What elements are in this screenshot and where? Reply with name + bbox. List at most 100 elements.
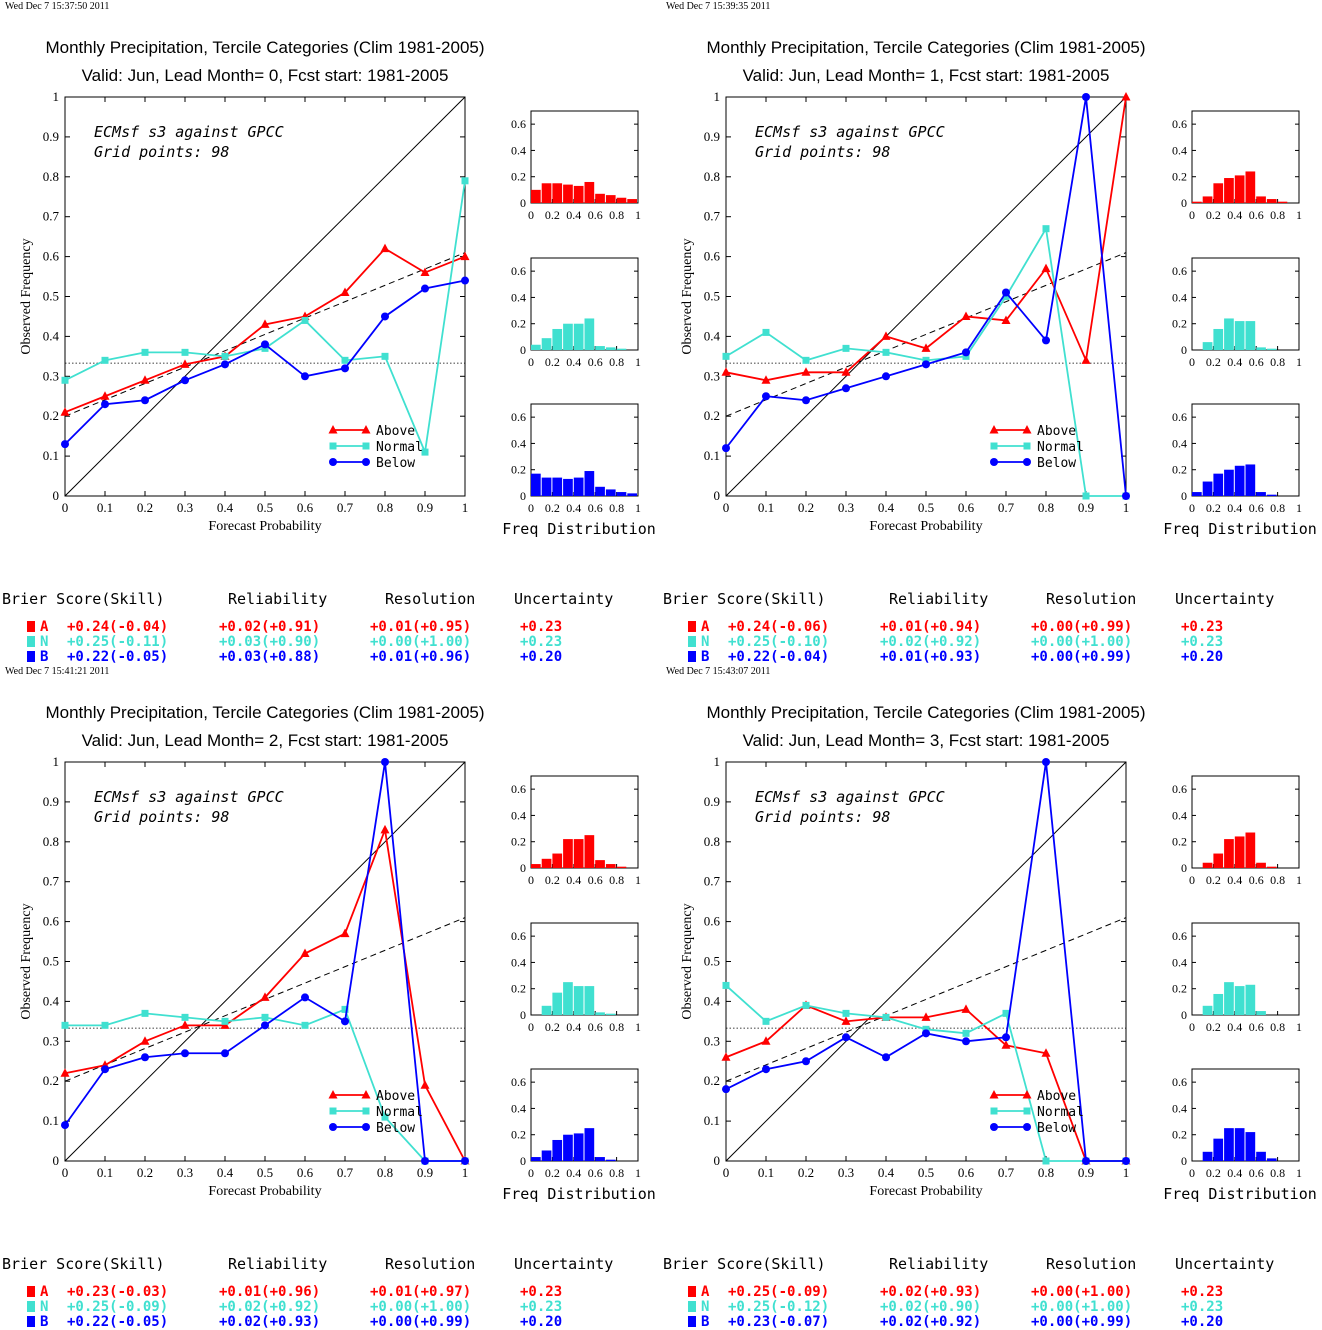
resolution-score: +0.00(+1.00)	[370, 634, 471, 650]
hist-x-tick-label: 0.8	[1270, 873, 1285, 887]
histogram-bar	[605, 864, 616, 868]
data-point-above	[460, 251, 470, 261]
legend-marker	[989, 1090, 999, 1099]
brier-score: +0.23(-0.03)	[67, 1284, 168, 1300]
y-tick-label: 0.3	[43, 368, 59, 383]
hist-x-tick-label: 0.8	[609, 501, 624, 515]
data-point-below	[1042, 758, 1050, 766]
data-point-above	[841, 1016, 851, 1025]
score-header: Reliability	[228, 590, 327, 608]
histogram-bar	[1224, 839, 1234, 868]
reliability-score: +0.01(+0.93)	[880, 649, 981, 665]
data-point-below	[221, 360, 229, 369]
hist-x-tick-label: 0.2	[545, 501, 560, 515]
reliability-score: +0.02(+0.91)	[219, 619, 320, 635]
histogram-bar	[1224, 178, 1234, 203]
data-point-above	[1041, 1048, 1051, 1057]
hist-y-tick-label: 0	[1181, 489, 1187, 503]
legend-label: Below	[1037, 456, 1076, 471]
histogram-bar	[552, 183, 563, 203]
hist-x-tick-label: 0.4	[1227, 501, 1242, 515]
score-category: N	[701, 1299, 709, 1315]
hist-x-tick-label: 1	[1296, 355, 1302, 369]
data-point-normal	[101, 356, 109, 364]
data-point-above	[1041, 263, 1051, 273]
hist-x-tick-label: 0.8	[609, 873, 624, 887]
y-tick-label: 0.8	[704, 834, 720, 849]
histogram-bar	[584, 318, 595, 350]
data-point-below	[101, 400, 109, 409]
x-tick-label: 0.7	[337, 500, 354, 515]
legend-label: Above	[376, 424, 415, 439]
score-header: Reliability	[889, 590, 988, 608]
hist-x-tick-label: 0.8	[1270, 355, 1285, 369]
hist-y-tick-label: 0.4	[511, 290, 526, 304]
y-tick-label: 0.9	[43, 794, 59, 809]
y-tick-label: 0.4	[704, 993, 721, 1008]
score-category: A	[701, 1284, 710, 1300]
hist-x-tick-label: 0	[528, 355, 534, 369]
y-tick-label: 0.5	[43, 954, 59, 969]
hist-y-tick-label: 0	[1181, 196, 1187, 210]
histogram-bar	[1224, 469, 1234, 496]
data-point-above	[340, 928, 350, 938]
hist-x-tick-label: 0.8	[609, 1166, 624, 1180]
data-point-below	[421, 284, 429, 293]
timestamp: Wed Dec 7 15:39:35 2011	[666, 1, 770, 12]
uncertainty-score: +0.23	[520, 1299, 562, 1315]
data-point-below	[762, 392, 770, 401]
score-color-swatch	[27, 636, 35, 647]
histogram-bar	[1202, 342, 1213, 350]
brier-score: +0.24(-0.04)	[67, 619, 168, 635]
brier-score: +0.25(-0.09)	[728, 1284, 829, 1300]
y-tick-label: 0.5	[704, 954, 720, 969]
data-point-normal	[341, 1005, 349, 1013]
data-point-normal	[762, 328, 770, 336]
data-point-below	[221, 1049, 229, 1058]
legend-marker	[1023, 458, 1031, 466]
x-tick-label: 0.7	[998, 500, 1015, 515]
x-axis-label: Forecast Probability	[208, 519, 321, 534]
histogram-bar	[1234, 836, 1245, 868]
histogram-bar	[563, 982, 573, 1015]
data-point-below	[842, 384, 850, 393]
data-point-below	[181, 1049, 189, 1058]
annotation-text: ECMsf s3 against GPCC	[94, 788, 284, 806]
hist-x-tick-label: 1	[635, 355, 641, 369]
hist-x-tick-label: 0.4	[1227, 1020, 1242, 1034]
histogram-bar	[573, 1133, 584, 1161]
series-line-below	[64, 279, 466, 445]
brier-score: +0.23(-0.07)	[728, 1314, 829, 1330]
data-point-above	[1081, 355, 1091, 364]
y-tick-label: 0	[53, 488, 60, 503]
legend-label: Normal	[1037, 440, 1084, 455]
data-point-normal	[1042, 1157, 1050, 1165]
data-point-normal	[802, 1001, 810, 1009]
brier-score: +0.24(-0.06)	[728, 619, 829, 635]
histogram-bar	[1213, 993, 1224, 1015]
x-tick-label: 0.5	[918, 500, 934, 515]
legend-marker	[362, 442, 370, 450]
histogram-bar	[1234, 465, 1245, 496]
histogram-bar	[1266, 866, 1277, 868]
data-point-above	[260, 992, 270, 1001]
y-tick-label: 0.1	[704, 448, 720, 463]
no-skill-line	[64, 917, 466, 1082]
x-tick-label: 0.8	[377, 1165, 393, 1180]
panel-4: Wed Dec 7 15:43:07 2011 Monthly Precipita…	[663, 666, 1317, 1330]
histogram-label: Freq Distribution	[1163, 520, 1317, 538]
histogram-bar	[1256, 347, 1266, 350]
x-tick-label: 0.3	[838, 500, 854, 515]
data-point-below	[922, 1029, 930, 1038]
data-point-below	[882, 1053, 890, 1062]
hist-y-tick-label: 0.4	[1172, 436, 1187, 450]
histogram-label: Freq Distribution	[502, 520, 656, 538]
y-axis-label: Observed Frequency	[680, 903, 695, 1019]
hist-x-tick-label: 0.6	[1249, 501, 1264, 515]
hist-y-tick-label: 0.4	[511, 436, 526, 450]
data-point-below	[1002, 1033, 1010, 1042]
legend-label: Normal	[376, 1105, 423, 1120]
histogram-bar	[1245, 832, 1256, 868]
hist-y-tick-label: 0.4	[1172, 955, 1187, 969]
data-point-above	[921, 343, 931, 352]
